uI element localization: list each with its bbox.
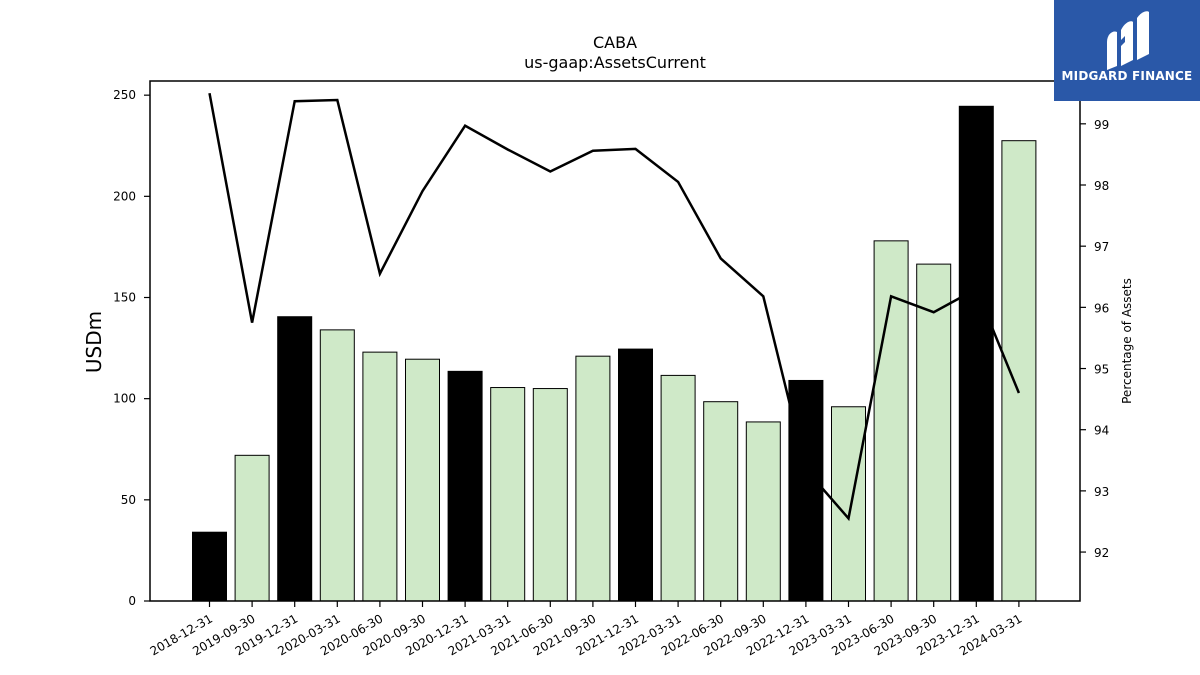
- bar-2022-12-31: [788, 379, 824, 602]
- brand-logo: MIDGARD FINANCE: [1054, 0, 1200, 101]
- y-tick-label: 0: [128, 594, 136, 608]
- bar-2024-03-31: [1001, 140, 1037, 602]
- bar-2020-09-30: [405, 358, 440, 602]
- y2-axis: 92 93 94 95 96 97 98 99: [1080, 118, 1109, 560]
- bar-2022-09-30: [745, 421, 781, 602]
- y2-tick-label: 95: [1094, 363, 1109, 377]
- chart-title: CABA: [593, 33, 637, 52]
- bar-2019-09-30: [234, 454, 270, 602]
- bar-2021-09-30: [575, 355, 611, 602]
- y2-tick-label: 93: [1094, 485, 1109, 499]
- chart-subtitle: us-gaap:AssetsCurrent: [524, 53, 706, 72]
- bar-2022-03-31: [660, 374, 696, 602]
- y-tick-label: 250: [113, 88, 136, 102]
- brand-name: MIDGARD FINANCE: [1061, 69, 1193, 83]
- y2-tick-label: 94: [1094, 424, 1109, 438]
- y-axis-label: USDm: [82, 311, 106, 373]
- y2-tick-label: 97: [1094, 240, 1109, 254]
- y2-tick-label: 99: [1094, 118, 1109, 132]
- y2-tick-label: 98: [1094, 179, 1109, 193]
- bar-2018-12-31: [192, 531, 227, 602]
- bar-2023-06-30: [873, 240, 909, 602]
- y-tick-label: 100: [113, 392, 136, 406]
- x-axis: 2018-12-312019-09-302019-12-312020-03-31…: [148, 601, 1024, 658]
- bar-2022-06-30: [703, 401, 739, 602]
- bar-2020-06-30: [362, 351, 398, 602]
- bar-2023-12-31: [958, 105, 994, 602]
- bar-2021-06-30: [532, 388, 568, 602]
- bar-group: [192, 105, 1037, 602]
- y-tick-label: 200: [113, 189, 136, 203]
- y2-tick-label: 96: [1094, 301, 1109, 315]
- bar-2023-09-30: [916, 263, 952, 602]
- bar-2020-12-31: [447, 370, 483, 602]
- y2-axis-label: Percentage of Assets: [1120, 278, 1134, 404]
- series-line: [208, 92, 1021, 522]
- y-tick-label: 150: [113, 290, 136, 304]
- bar-2021-12-31: [618, 348, 653, 602]
- y2-tick-label: 92: [1094, 546, 1109, 560]
- y-tick-label: 50: [121, 493, 136, 507]
- bar-2019-12-31: [277, 316, 313, 602]
- y-axis: 0 50 100 150 200 250: [113, 88, 150, 608]
- bar-2020-03-31: [319, 329, 355, 602]
- bar-2021-03-31: [490, 387, 526, 602]
- plot-frame: [149, 80, 1081, 602]
- midgard-logo-icon: [1107, 11, 1149, 70]
